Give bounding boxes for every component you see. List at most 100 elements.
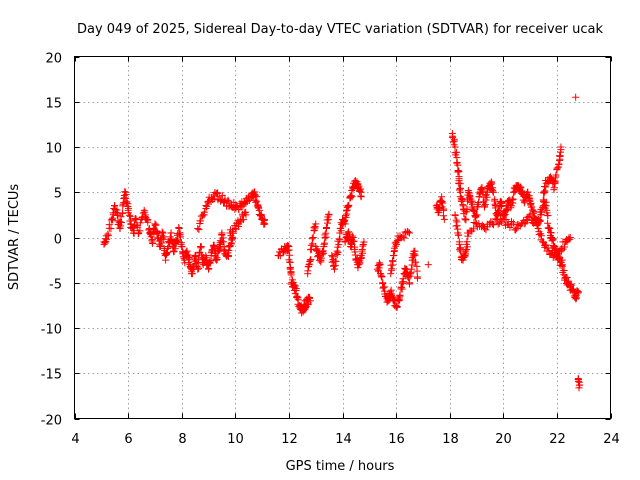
y-tick-labels: 20 15 10 5 0 -5 -10 -15 -20 <box>41 52 62 429</box>
data-point <box>285 246 293 254</box>
data-point <box>337 227 345 235</box>
data-point <box>435 208 443 216</box>
data-point <box>105 221 113 229</box>
data-point <box>451 212 459 220</box>
data-point <box>404 228 412 236</box>
data-point <box>203 203 211 211</box>
data-point <box>563 273 571 281</box>
data-point <box>392 240 400 248</box>
data-point <box>349 237 357 245</box>
data-point <box>342 212 350 220</box>
data-point <box>221 195 229 203</box>
data-point <box>524 188 532 196</box>
data-point <box>387 270 395 278</box>
data-point <box>214 189 222 197</box>
x-tick-label: 18 <box>442 432 459 447</box>
data-point <box>348 193 356 201</box>
data-point <box>120 199 128 207</box>
data-point <box>462 215 470 223</box>
y-tick-label: 10 <box>45 142 62 157</box>
data-points <box>100 93 584 392</box>
data-point <box>220 246 228 254</box>
data-point <box>499 214 507 222</box>
data-point <box>377 273 385 281</box>
data-point <box>312 220 320 228</box>
data-point <box>194 224 202 232</box>
data-point <box>357 185 365 193</box>
data-point <box>360 238 368 246</box>
data-point <box>200 208 208 216</box>
data-point <box>307 241 315 249</box>
data-point <box>213 256 221 264</box>
data-point <box>469 225 477 233</box>
data-point <box>104 232 112 240</box>
data-point <box>116 218 124 226</box>
data-point <box>489 188 497 196</box>
data-point <box>194 265 202 273</box>
data-point <box>567 280 575 288</box>
data-point <box>233 201 241 209</box>
data-point <box>560 266 568 274</box>
data-point <box>475 199 483 207</box>
data-point <box>108 215 116 223</box>
data-point <box>576 381 584 389</box>
data-point <box>211 195 219 203</box>
data-point <box>104 230 112 238</box>
data-point <box>390 247 398 255</box>
x-tick-label: 16 <box>388 432 405 447</box>
data-point <box>463 205 471 213</box>
data-point <box>159 229 167 237</box>
data-point <box>376 260 384 268</box>
data-point <box>481 224 489 232</box>
data-point <box>355 182 363 190</box>
data-point <box>168 235 176 243</box>
data-point <box>406 279 413 287</box>
data-point <box>533 221 541 229</box>
data-point <box>467 199 475 207</box>
data-point <box>107 225 115 233</box>
data-point <box>330 265 338 273</box>
data-point <box>354 264 362 272</box>
data-point <box>481 200 489 208</box>
data-point <box>170 248 178 256</box>
data-point <box>286 258 294 266</box>
data-point <box>397 283 405 291</box>
data-point <box>482 226 490 234</box>
data-point <box>342 207 350 215</box>
data-point <box>242 211 250 219</box>
data-point <box>215 244 223 252</box>
data-point <box>159 233 167 241</box>
data-point <box>152 221 160 229</box>
data-point <box>322 229 330 237</box>
data-point <box>341 220 349 228</box>
data-point <box>452 216 460 224</box>
data-point <box>319 247 327 255</box>
data-point <box>322 224 330 232</box>
data-point <box>177 233 185 241</box>
data-point <box>488 179 496 187</box>
x-axis-label: GPS time / hours <box>286 459 395 474</box>
data-point <box>399 233 407 241</box>
data-point <box>133 222 141 230</box>
data-point <box>328 252 336 260</box>
data-point <box>542 241 550 249</box>
y-tick-label: -15 <box>41 368 62 383</box>
data-point <box>463 238 471 246</box>
data-point <box>552 171 560 179</box>
y-tick-label: 0 <box>54 233 62 248</box>
data-point <box>507 202 515 210</box>
data-point <box>455 238 463 246</box>
data-point <box>399 275 407 283</box>
axis-ticks <box>74 56 612 420</box>
data-point <box>536 217 544 225</box>
data-point <box>439 212 447 220</box>
data-point <box>136 227 144 235</box>
data-point <box>117 222 125 230</box>
data-point <box>103 235 111 243</box>
data-point <box>257 210 265 218</box>
data-point <box>240 216 248 224</box>
data-point <box>305 261 313 269</box>
data-point <box>325 211 333 219</box>
data-point <box>343 206 351 214</box>
